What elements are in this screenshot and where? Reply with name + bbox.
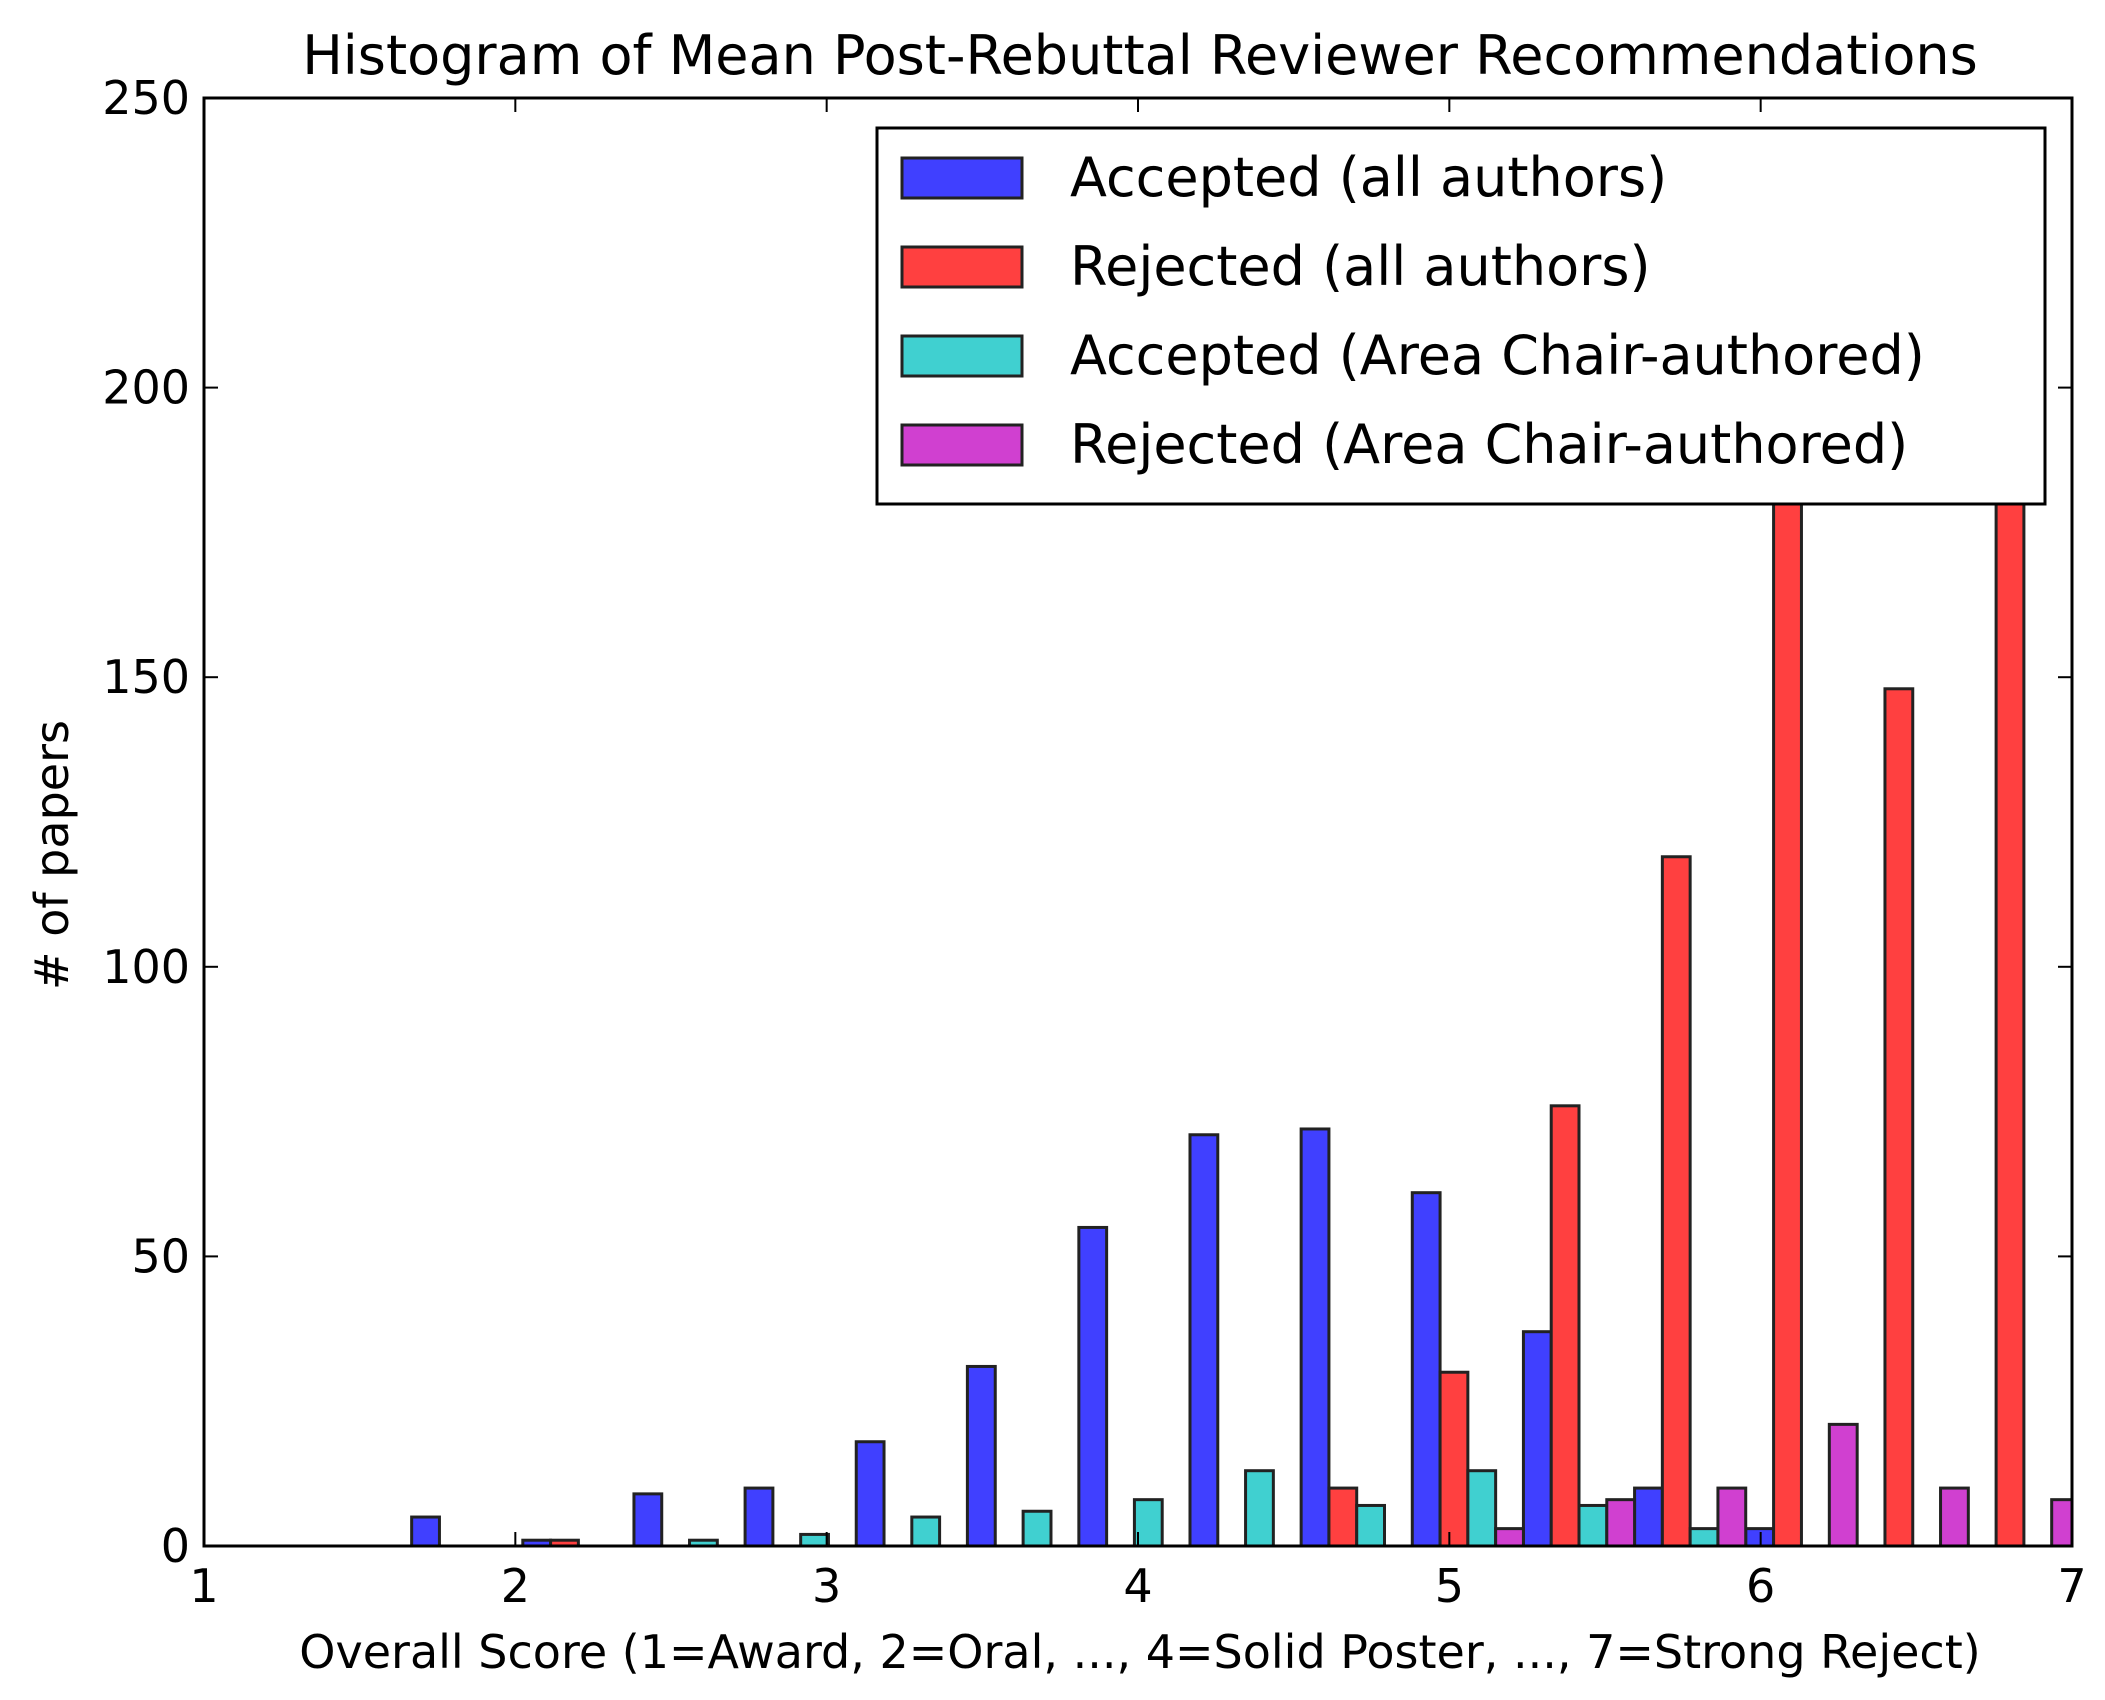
bar-0-7: [1188, 1133, 1220, 1546]
bar-2-11: [1688, 1527, 1720, 1546]
legend-label: Accepted (all authors): [1070, 146, 1667, 209]
y-axis-label: # of papers: [25, 720, 79, 990]
legend-label: Rejected (Area Chair-authored): [1070, 413, 1908, 476]
bar-3-12: [1827, 1422, 1859, 1546]
legend-label: Accepted (Area Chair-authored): [1070, 324, 1925, 387]
y-tick-label: 200: [102, 361, 190, 415]
legend-swatch: [900, 156, 1024, 200]
bar-0-8: [1299, 1127, 1331, 1546]
bar-0-2: [632, 1492, 664, 1546]
x-axis-label: Overall Score (1=Award, 2=Oral, ..., 4=S…: [299, 1625, 1980, 1679]
bar-3-11: [1716, 1486, 1748, 1546]
bar-3-10: [1605, 1498, 1637, 1546]
y-tick-label: 150: [102, 650, 190, 704]
bar-2-8: [1355, 1503, 1386, 1546]
y-tick-label: 0: [161, 1519, 190, 1573]
bar-1-9: [1438, 1370, 1470, 1546]
legend-swatch: [900, 245, 1024, 289]
y-tick-label: 250: [102, 71, 190, 125]
x-tick-label: 2: [501, 1559, 530, 1613]
bar-3-14: [2050, 1498, 2072, 1546]
chart-title: Histogram of Mean Post-Rebuttal Reviewer…: [302, 24, 1978, 87]
bar-2-5: [1021, 1509, 1053, 1546]
bar-0-4: [854, 1440, 886, 1546]
bar-1-1: [549, 1538, 580, 1546]
bar-0-0: [410, 1515, 441, 1546]
bar-0-6: [1077, 1225, 1109, 1546]
legend-swatch: [900, 423, 1024, 467]
bar-0-5: [965, 1364, 997, 1546]
bars-layer: [410, 194, 2072, 1546]
bar-0-3: [743, 1486, 775, 1546]
bar-0-12: [1744, 1527, 1776, 1546]
x-tick-label: 7: [2057, 1559, 2086, 1613]
bar-2-2: [688, 1538, 719, 1546]
legend: Accepted (all authors) Rejected (all auth…: [875, 126, 2047, 506]
y-tick-label: 100: [102, 940, 190, 994]
plot-frame: [202, 96, 2074, 1548]
x-tick-label: 4: [1123, 1559, 1152, 1613]
bar-2-10: [1577, 1503, 1609, 1546]
bar-2-6: [1132, 1498, 1164, 1546]
legend-box: [875, 126, 2047, 506]
bar-1-10: [1549, 1104, 1581, 1546]
bar-2-3: [799, 1532, 830, 1546]
bar-0-11: [1633, 1486, 1664, 1546]
bar-1-11: [1660, 855, 1692, 1546]
bar-1-8: [1327, 1486, 1359, 1546]
y-tick-label: 50: [131, 1229, 190, 1283]
bar-0-9: [1410, 1191, 1442, 1546]
legend-label: Rejected (all authors): [1070, 235, 1651, 298]
bar-3-13: [1939, 1486, 1970, 1546]
bar-2-7: [1244, 1469, 1275, 1546]
x-tick-label: 3: [812, 1559, 841, 1613]
bar-2-4: [910, 1515, 942, 1546]
bar-0-10: [1521, 1330, 1553, 1546]
bar-3-9: [1494, 1527, 1525, 1546]
bar-1-13: [1883, 687, 1915, 1546]
x-tick-label: 6: [1746, 1559, 1775, 1613]
x-tick-label: 5: [1435, 1559, 1464, 1613]
x-tick-label: 1: [189, 1559, 218, 1613]
legend-swatch: [900, 334, 1024, 378]
bar-2-9: [1466, 1469, 1498, 1546]
